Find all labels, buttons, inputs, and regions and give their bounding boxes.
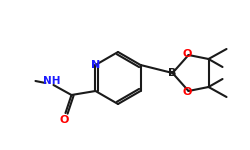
Text: B: B <box>168 68 177 78</box>
Text: N: N <box>91 60 100 70</box>
Text: O: O <box>183 87 192 97</box>
Text: NH: NH <box>43 76 60 86</box>
Text: O: O <box>183 49 192 59</box>
Text: O: O <box>60 115 69 125</box>
